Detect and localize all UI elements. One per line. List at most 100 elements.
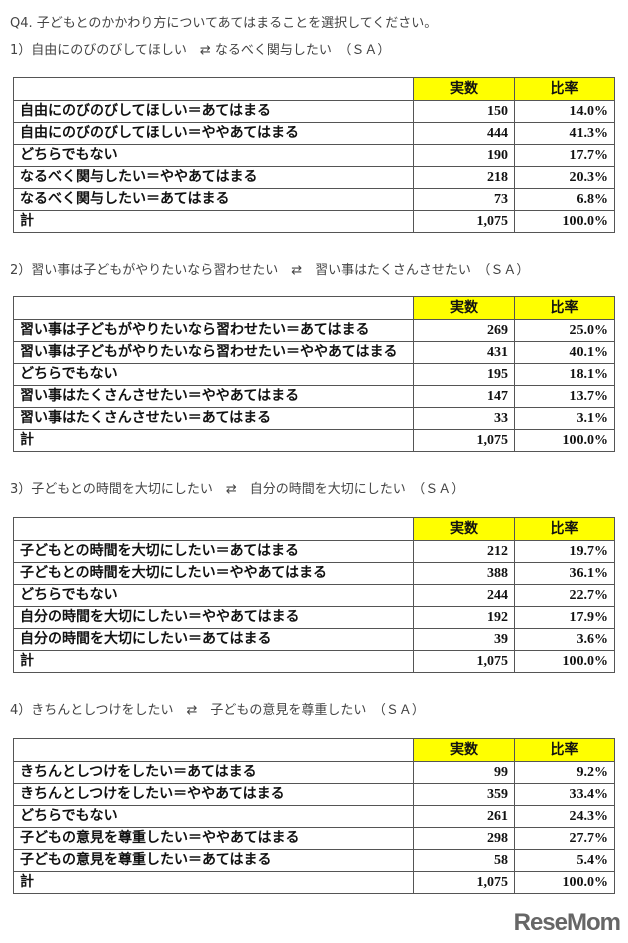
row-count: 99 [413,761,515,784]
row-count: 73 [413,188,515,211]
row-ratio: 3.1% [514,407,615,430]
row-ratio: 27.7% [514,827,615,850]
header-count: 実数 [413,517,515,541]
row-count: 192 [413,606,515,629]
row-count: 444 [413,122,515,145]
table-row: 自分の時間を大切にしたい＝ややあてはまる 192 17.9% [13,606,615,629]
header-blank-cell [13,296,414,320]
row-ratio: 20.3% [514,166,615,189]
row-count: 58 [413,849,515,872]
table-header-row: 実数 比率 [13,517,615,541]
header-ratio: 比率 [514,296,615,320]
table-header-row: 実数 比率 [13,296,615,320]
row-label: なるべく関与したい＝ややあてはまる [13,166,414,189]
table-row: 習い事は子どもがやりたいなら習わせたい＝ややあてはまる 431 40.1% [13,341,615,364]
table-row: 計 1,075 100.0% [13,650,615,673]
row-ratio: 36.1% [514,562,615,585]
table-row: 計 1,075 100.0% [13,429,615,452]
row-ratio: 5.4% [514,849,615,872]
row-label: きちんとしつけをしたい＝あてはまる [13,761,414,784]
row-label: 自由にのびのびしてほしい＝ややあてはまる [13,122,414,145]
row-ratio: 40.1% [514,341,615,364]
table-row: 習い事はたくさんさせたい＝ややあてはまる 147 13.7% [13,385,615,408]
table-row: どちらでもない 190 17.7% [13,144,615,167]
row-ratio: 13.7% [514,385,615,408]
header-count: 実数 [413,738,515,762]
row-ratio: 24.3% [514,805,615,828]
table-row: 自由にのびのびしてほしい＝あてはまる 150 14.0% [13,100,615,123]
row-ratio: 100.0% [514,650,615,673]
section-title: 4）きちんとしつけをしたい ⇄ 子どもの意見を尊重したい （ＳＡ） [10,703,425,718]
row-label: 習い事はたくさんさせたい＝ややあてはまる [13,385,414,408]
row-count: 212 [413,540,515,563]
resemom-logo: ReseMom [513,909,621,936]
table-row: きちんとしつけをしたい＝ややあてはまる 359 33.4% [13,783,615,806]
row-count: 190 [413,144,515,167]
row-label: 計 [13,650,414,673]
row-label: 自分の時間を大切にしたい＝ややあてはまる [13,606,414,629]
table-row: どちらでもない 244 22.7% [13,584,615,607]
row-label: どちらでもない [13,584,414,607]
table-row: 計 1,075 100.0% [13,871,615,894]
table-row: 自分の時間を大切にしたい＝あてはまる 39 3.6% [13,628,615,651]
section-title: 3）子どもとの時間を大切にしたい ⇄ 自分の時間を大切にしたい （ＳＡ） [10,482,465,497]
table-row: 子どもとの時間を大切にしたい＝ややあてはまる 388 36.1% [13,562,615,585]
row-ratio: 3.6% [514,628,615,651]
row-label: なるべく関与したい＝あてはまる [13,188,414,211]
row-label: 子どもとの時間を大切にしたい＝あてはまる [13,540,414,563]
table-row: 子どもとの時間を大切にしたい＝あてはまる 212 19.7% [13,540,615,563]
row-label: 計 [13,210,414,233]
row-count: 269 [413,319,515,342]
header-blank-cell [13,738,414,762]
row-count: 388 [413,562,515,585]
header-ratio: 比率 [514,77,615,101]
row-label: 習い事は子どもがやりたいなら習わせたい＝ややあてはまる [13,341,414,364]
row-label: どちらでもない [13,805,414,828]
row-label: 計 [13,871,414,894]
table-header-row: 実数 比率 [13,77,615,101]
row-ratio: 9.2% [514,761,615,784]
row-count: 261 [413,805,515,828]
results-table: 実数 比率 習い事は子どもがやりたいなら習わせたい＝あてはまる 269 25.0% 習い事… [13,296,615,452]
row-count: 1,075 [413,871,515,894]
row-label: どちらでもない [13,144,414,167]
table-row: どちらでもない 195 18.1% [13,363,615,386]
header-blank-cell [13,77,414,101]
row-count: 147 [413,385,515,408]
row-ratio: 100.0% [514,210,615,233]
row-ratio: 22.7% [514,584,615,607]
table-row: 子どもの意見を尊重したい＝あてはまる 58 5.4% [13,849,615,872]
row-count: 1,075 [413,429,515,452]
row-label: 習い事は子どもがやりたいなら習わせたい＝あてはまる [13,319,414,342]
row-count: 39 [413,628,515,651]
results-table: 実数 比率 自由にのびのびしてほしい＝あてはまる 150 14.0% 自由にのびのびしてほ… [13,77,615,233]
table-row: 習い事はたくさんさせたい＝あてはまる 33 3.1% [13,407,615,430]
row-ratio: 100.0% [514,871,615,894]
results-table: 実数 比率 きちんとしつけをしたい＝あてはまる 99 9.2% きちんとしつけをしたい＝や… [13,738,615,894]
row-ratio: 25.0% [514,319,615,342]
row-count: 431 [413,341,515,364]
header-count: 実数 [413,296,515,320]
results-table: 実数 比率 子どもとの時間を大切にしたい＝あてはまる 212 19.7% 子どもとの時間を… [13,517,615,673]
row-count: 1,075 [413,210,515,233]
row-ratio: 14.0% [514,100,615,123]
question-title: Q4. 子どもとのかかわり方についてあてはまることを選択してください。 [10,16,438,31]
row-label: 子どもとの時間を大切にしたい＝ややあてはまる [13,562,414,585]
row-label: きちんとしつけをしたい＝ややあてはまる [13,783,414,806]
row-count: 359 [413,783,515,806]
row-count: 218 [413,166,515,189]
table-row: きちんとしつけをしたい＝あてはまる 99 9.2% [13,761,615,784]
header-ratio: 比率 [514,517,615,541]
section-title: 1）自由にのびのびしてほしい ⇄ なるべく関与したい （ＳＡ） [10,43,391,58]
row-count: 244 [413,584,515,607]
table-row: 習い事は子どもがやりたいなら習わせたい＝あてはまる 269 25.0% [13,319,615,342]
row-label: 子どもの意見を尊重したい＝あてはまる [13,849,414,872]
row-ratio: 17.9% [514,606,615,629]
row-label: 自由にのびのびしてほしい＝あてはまる [13,100,414,123]
table-row: なるべく関与したい＝ややあてはまる 218 20.3% [13,166,615,189]
table-row: どちらでもない 261 24.3% [13,805,615,828]
row-label: 自分の時間を大切にしたい＝あてはまる [13,628,414,651]
table-row: なるべく関与したい＝あてはまる 73 6.8% [13,188,615,211]
table-row: 自由にのびのびしてほしい＝ややあてはまる 444 41.3% [13,122,615,145]
row-label: どちらでもない [13,363,414,386]
